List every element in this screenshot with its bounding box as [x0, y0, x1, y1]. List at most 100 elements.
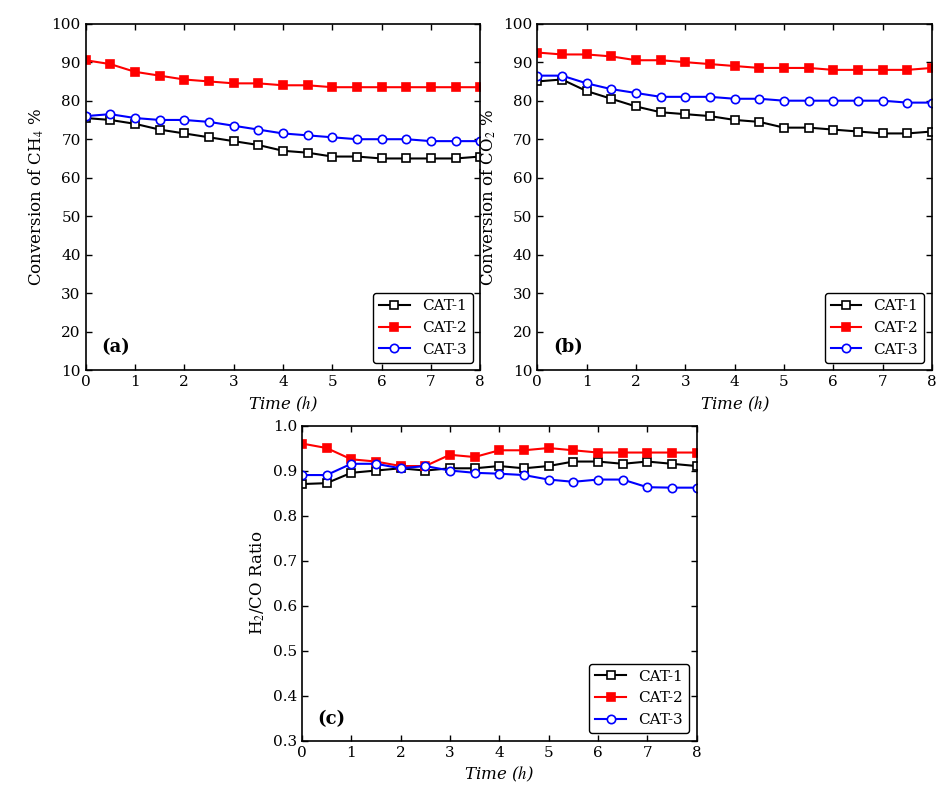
Y-axis label: H$_2$/CO Ratio: H$_2$/CO Ratio — [249, 531, 267, 635]
CAT-2 — [351, 83, 362, 92]
CAT-2 — [370, 457, 381, 466]
CAT-2 — [400, 83, 412, 92]
CAT-1 — [351, 152, 362, 162]
CAT-2 — [631, 55, 642, 65]
CAT-1 — [370, 466, 381, 475]
CAT-1 — [494, 461, 505, 470]
CAT-1 — [80, 113, 91, 123]
Line: CAT-1: CAT-1 — [82, 113, 484, 162]
CAT-2 — [475, 83, 486, 92]
CAT-3 — [705, 92, 716, 102]
CAT-1 — [926, 127, 938, 136]
CAT-3 — [253, 125, 264, 134]
CAT-2 — [803, 63, 814, 72]
Line: CAT-1: CAT-1 — [534, 76, 936, 138]
Text: (a): (a) — [102, 339, 130, 356]
CAT-2 — [902, 65, 913, 75]
CAT-3 — [581, 79, 592, 88]
CAT-3 — [568, 477, 579, 486]
CAT-1 — [154, 125, 165, 134]
Line: CAT-2: CAT-2 — [534, 48, 936, 74]
CAT-1 — [778, 123, 789, 132]
CAT-1 — [297, 479, 308, 489]
CAT-3 — [902, 98, 913, 107]
CAT-2 — [494, 445, 505, 455]
CAT-3 — [852, 96, 864, 106]
CAT-1 — [376, 154, 387, 163]
CAT-2 — [877, 65, 888, 75]
CAT-3 — [753, 94, 765, 103]
CAT-1 — [425, 154, 437, 163]
CAT-3 — [877, 96, 888, 106]
CAT-3 — [395, 463, 406, 473]
Text: (c): (c) — [318, 710, 346, 728]
CAT-3 — [80, 111, 91, 121]
CAT-2 — [425, 83, 437, 92]
CAT-3 — [297, 470, 308, 480]
CAT-3 — [543, 475, 554, 485]
CAT-1 — [400, 154, 412, 163]
CAT-3 — [129, 113, 141, 123]
CAT-1 — [518, 463, 530, 473]
CAT-3 — [179, 115, 190, 125]
Line: CAT-2: CAT-2 — [298, 440, 701, 470]
CAT-1 — [728, 115, 740, 125]
CAT-1 — [631, 102, 642, 111]
Line: CAT-3: CAT-3 — [534, 72, 936, 107]
Line: CAT-2: CAT-2 — [82, 56, 484, 91]
CAT-1 — [320, 478, 332, 488]
CAT-1 — [543, 461, 554, 470]
Y-axis label: Conversion of CO$_2$ %: Conversion of CO$_2$ % — [478, 109, 497, 285]
CAT-2 — [419, 461, 431, 470]
CAT-3 — [827, 96, 839, 106]
CAT-3 — [469, 468, 480, 478]
CAT-3 — [425, 136, 437, 146]
CAT-3 — [301, 131, 313, 140]
Y-axis label: Conversion of CH$_4$ %: Conversion of CH$_4$ % — [27, 108, 46, 286]
CAT-3 — [419, 461, 431, 470]
CAT-1 — [902, 128, 913, 138]
CAT-1 — [204, 132, 215, 142]
CAT-1 — [606, 94, 617, 103]
CAT-2 — [556, 50, 568, 59]
CAT-1 — [469, 463, 480, 473]
CAT-1 — [179, 128, 190, 138]
CAT-3 — [642, 482, 653, 492]
CAT-1 — [532, 76, 543, 86]
CAT-1 — [803, 123, 814, 132]
CAT-1 — [680, 110, 691, 119]
CAT-2 — [606, 52, 617, 61]
CAT-3 — [228, 121, 240, 131]
CAT-1 — [592, 457, 604, 466]
CAT-2 — [179, 75, 190, 84]
CAT-3 — [351, 135, 362, 144]
Legend: CAT-1, CAT-2, CAT-3: CAT-1, CAT-2, CAT-3 — [590, 663, 689, 733]
CAT-3 — [278, 128, 289, 138]
CAT-2 — [728, 61, 740, 71]
CAT-3 — [105, 110, 116, 119]
CAT-2 — [753, 63, 765, 72]
CAT-1 — [475, 152, 486, 162]
CAT-1 — [568, 457, 579, 466]
CAT-1 — [105, 115, 116, 125]
CAT-1 — [667, 459, 678, 469]
CAT-1 — [450, 154, 461, 163]
Line: CAT-3: CAT-3 — [82, 110, 484, 145]
CAT-3 — [345, 459, 357, 469]
CAT-3 — [494, 469, 505, 478]
CAT-1 — [345, 468, 357, 478]
CAT-1 — [617, 459, 629, 469]
CAT-2 — [105, 59, 116, 69]
CAT-2 — [778, 63, 789, 72]
CAT-2 — [690, 448, 702, 457]
CAT-2 — [655, 55, 667, 65]
CAT-2 — [345, 455, 357, 464]
CAT-2 — [301, 80, 313, 90]
X-axis label: Time ($h$): Time ($h$) — [464, 765, 534, 784]
CAT-1 — [705, 111, 716, 121]
CAT-3 — [728, 94, 740, 103]
CAT-2 — [518, 445, 530, 455]
CAT-3 — [655, 92, 667, 102]
CAT-2 — [568, 445, 579, 455]
CAT-3 — [690, 483, 702, 492]
